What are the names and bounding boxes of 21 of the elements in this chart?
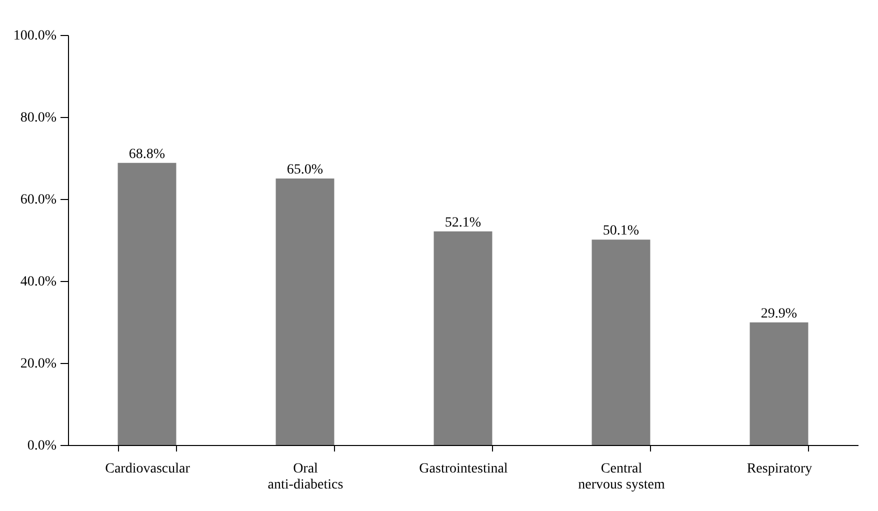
data-label: 52.1%: [444, 215, 482, 230]
bar: [592, 240, 650, 445]
data-label: 65.0%: [286, 162, 324, 178]
bar: [276, 178, 334, 445]
y-tick-label: 100.0%: [13, 28, 57, 44]
x-tick-label: Gastrointestinal: [419, 462, 508, 476]
bar: [750, 322, 808, 445]
data-label: 68.8%: [128, 146, 166, 162]
x-tick-label: Oral anti-diabetics: [268, 462, 344, 492]
x-tick-label: Central nervous system: [578, 462, 665, 492]
y-tick-label: 40.0%: [20, 274, 57, 290]
data-label: 29.9%: [760, 306, 798, 322]
y-tick-label: 60.0%: [20, 192, 57, 208]
bar: [434, 231, 492, 445]
bar: [118, 162, 176, 445]
y-tick-label: 20.0%: [20, 356, 57, 372]
x-tick-label: Respiratory: [746, 462, 812, 476]
data-label: 50.1%: [602, 224, 640, 239]
y-tick-label: 0.0%: [27, 438, 57, 454]
x-tick-label: Cardiovascular: [105, 462, 190, 476]
y-tick-label: 80.0%: [20, 110, 57, 126]
